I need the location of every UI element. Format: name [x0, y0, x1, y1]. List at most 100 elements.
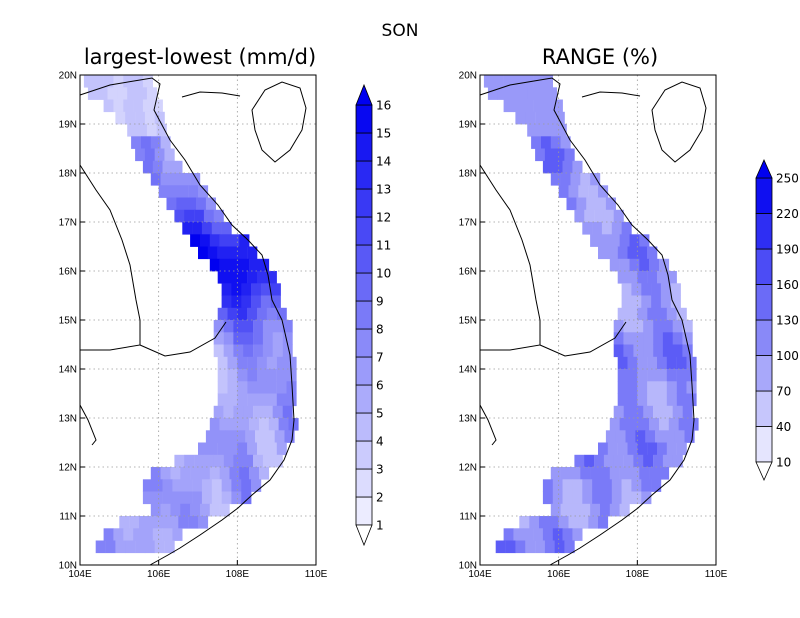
left-grid-cell-53	[186, 197, 197, 211]
left-grid-cell-54	[196, 197, 207, 211]
right-grid-cell-43	[570, 173, 581, 186]
right-grid-cell-60	[613, 209, 624, 223]
right-grid-cell-173	[609, 418, 620, 431]
left-grid-cell-118	[223, 332, 234, 345]
left-grid-cell-42	[160, 173, 171, 186]
right-grid-cell-244	[631, 491, 642, 505]
right-grid-cell-155	[676, 381, 687, 394]
left-grid-cell-163	[276, 393, 287, 407]
left-grid-cell-67	[200, 234, 211, 247]
left-thai-coast	[79, 404, 97, 446]
left-grid-cell-25	[127, 124, 138, 137]
right-grid-cell-135	[637, 356, 648, 370]
left-colorbar-label-14: 15	[376, 127, 391, 141]
right-grid-cell-100	[660, 295, 671, 309]
left-grid-cell-270	[172, 528, 183, 541]
left-colorbar-box-10	[355, 216, 373, 246]
left-grid-cell-167	[233, 405, 244, 419]
left-grid-cell-233	[241, 479, 252, 492]
right-grid-cell-274	[525, 540, 536, 554]
left-grid-cell-169	[253, 405, 264, 419]
left-grid-cell-65	[221, 222, 232, 235]
right-grid-cell-4	[523, 75, 534, 88]
right-xtick-label-2: 108E	[626, 569, 650, 580]
right-grid-cell-205	[623, 454, 634, 468]
left-grid-cell-170	[262, 405, 273, 419]
left-grid-cell-218	[219, 467, 230, 480]
left-grid-cell-137	[257, 356, 268, 370]
left-colorbar-label-4: 5	[376, 407, 384, 421]
right-grid-cell-27	[546, 124, 557, 137]
right-grid-cell-212	[560, 467, 571, 480]
right-grid-cell-271	[495, 540, 506, 554]
right-xtick-label-0: 104E	[468, 569, 492, 580]
left-grid-cell-90	[221, 283, 232, 296]
right-gulf-coast	[581, 91, 641, 98]
left-grid-cell-154	[266, 381, 277, 394]
left-grid-cell-12	[137, 87, 148, 100]
right-ytick-label-5: 15N	[459, 316, 477, 327]
left-grid-cell-193	[217, 442, 228, 456]
right-grid-cell-114	[662, 320, 673, 333]
right-grid-cell-62	[592, 222, 603, 235]
right-grid-cell-217	[609, 467, 620, 480]
left-grid-cell-186	[245, 430, 256, 443]
right-grid-cell-149	[617, 381, 628, 394]
right-xtick-label-3: 110E	[705, 569, 728, 580]
right-grid-cell-13	[546, 87, 557, 100]
right-grid-cell-40	[572, 160, 583, 174]
left-ytick-label-3: 13N	[59, 414, 77, 425]
right-hainan-island	[651, 81, 707, 163]
left-colorbar-box-12	[355, 160, 373, 190]
right-grid-cell-111	[633, 320, 644, 333]
right-grid-cell-58	[594, 209, 605, 223]
left-grid-cell-187	[255, 430, 266, 443]
right-grid-cell-73	[607, 246, 618, 260]
left-grid-cell-142	[227, 369, 238, 382]
right-colorbar-label-8: 250	[776, 172, 799, 186]
right-grid-cell-76	[637, 246, 648, 260]
right-grid-cell-195	[637, 442, 648, 456]
right-grid-cell-21	[525, 111, 536, 125]
left-grid-cell-109	[213, 320, 224, 333]
left-grid-cell-274	[125, 540, 136, 554]
left-grid-cell-125	[213, 344, 224, 358]
left-grid-cell-271	[95, 540, 106, 554]
right-grid-cell-207	[643, 454, 654, 468]
left-grid-cell-14	[103, 99, 114, 113]
left-cambodia-border	[139, 321, 227, 357]
right-data-cells	[483, 75, 699, 554]
left-grid-cell-150	[227, 381, 238, 394]
left-grid-cell-149	[217, 381, 228, 394]
right-grid-cell-273	[515, 540, 526, 554]
right-grid-cell-246	[550, 503, 561, 517]
left-grid-cell-133	[217, 356, 228, 370]
right-grid-cell-204	[613, 454, 624, 468]
right-grid-cell-163	[676, 393, 687, 407]
right-grid-cell-247	[560, 503, 571, 517]
left-grid-cell-204	[213, 454, 224, 468]
left-grid-cell-263	[103, 528, 114, 541]
right-grid-cell-262	[598, 516, 609, 529]
left-grid-cell-223	[142, 479, 153, 492]
right-thai-coast	[479, 404, 497, 446]
left-grid-cell-183	[215, 430, 226, 443]
right-grid-cell-191	[598, 442, 609, 456]
right-grid-cell-11	[527, 87, 538, 100]
left-grid-cell-216	[200, 467, 211, 480]
right-ytick-label-4: 14N	[459, 365, 477, 376]
right-grid-cell-84	[617, 271, 628, 284]
right-grid-cell-24	[554, 111, 565, 125]
left-grid-cell-215	[190, 467, 201, 480]
right-grid-cell-104	[637, 307, 648, 321]
right-grid-cell-196	[647, 442, 658, 456]
left-grid-cell-50	[198, 185, 209, 198]
right-grid-cell-70	[629, 234, 640, 247]
right-grid-cell-64	[611, 222, 622, 235]
right-grid-cell-138	[666, 356, 677, 370]
right-grid-cell-7	[487, 87, 498, 100]
right-grid-cell-2	[503, 75, 514, 88]
right-grid-cell-168	[643, 405, 654, 419]
